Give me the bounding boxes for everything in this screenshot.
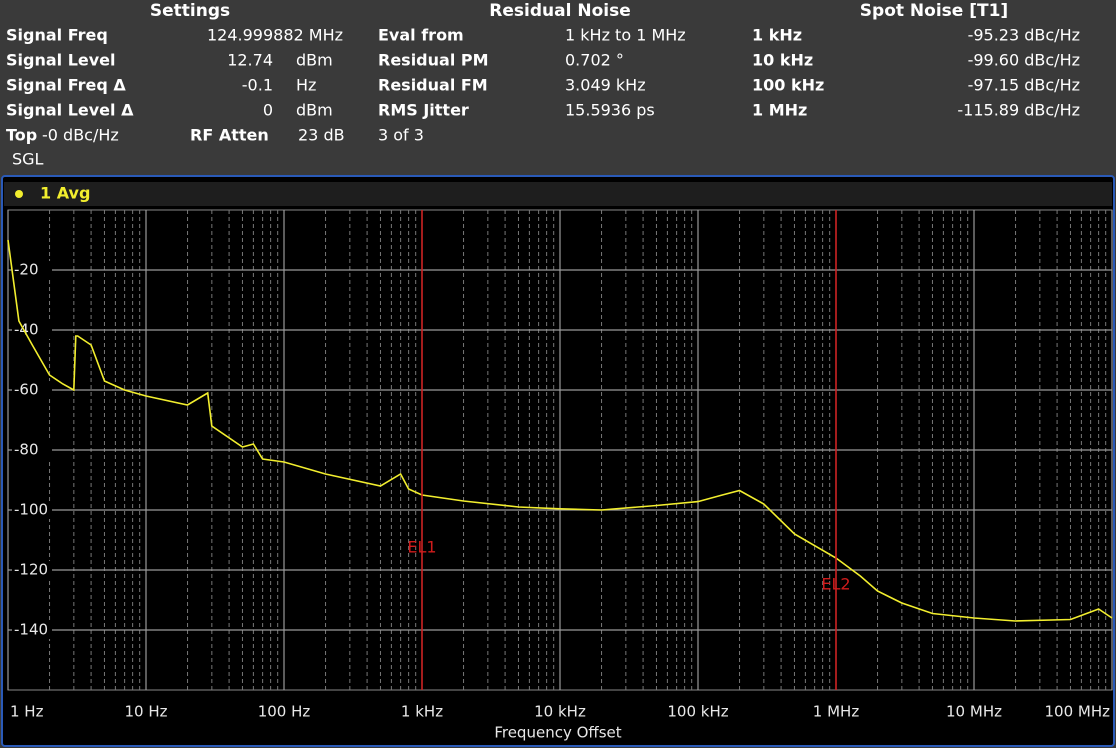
y-tick-label: -100 [14,501,48,519]
marker-label: EL1 [407,538,436,557]
y-tick-bg [12,621,52,639]
residual-value: 3.049 kHz [565,76,646,95]
setting-value: 0 [263,101,273,120]
spot-label: 100 kHz [752,76,824,95]
residual-label: Eval from [378,26,464,45]
y-tick-label: -60 [14,381,39,399]
sweep-mode: SGL [12,150,44,169]
y-tick-bg [12,501,52,519]
x-tick-label: 10 Hz [124,703,167,721]
x-tick-label: 100 MHz [1045,703,1111,721]
spot-value: -95.23 dBc/Hz [968,26,1080,45]
spot-label: 1 kHz [752,26,802,45]
x-tick-label: 1 MHz [813,703,860,721]
trace-label: 1 Avg [40,184,90,203]
y-tick-bg [12,441,52,459]
spot-title: Spot Noise [T1] [860,1,1008,21]
setting-value: 12.74 [227,51,273,70]
spot-value: -99.60 dBc/Hz [968,51,1080,70]
top-label: Top [6,126,37,145]
x-tick-label: 100 kHz [667,703,728,721]
trace-dot [15,190,23,198]
spot-label: 1 MHz [752,101,807,120]
x-tick-label: 1 kHz [401,703,443,721]
setting-label: Signal Freq [6,26,108,45]
header: Signal Freq 124.999882 MHz Signal Level 12.… [6,26,1080,120]
trace-bar [4,182,1112,206]
spot-label: 10 kHz [752,51,813,70]
atten-value: 23 dB [298,126,345,145]
setting-unit: dBm [296,51,333,70]
setting-value: -0.1 [242,76,273,95]
y-tick-bg [12,561,52,579]
x-tick-label: 100 Hz [258,703,311,721]
residual-label: Residual PM [378,51,489,70]
setting-label: Signal Freq Δ [6,76,126,95]
settings-title: Settings [150,1,230,21]
plot: 1 Hz 10 Hz 100 Hz 1 kHz 10 kHz 100 kHz 1 MHz 10… [7,210,1113,721]
residual-label: Residual FM [378,76,488,95]
spot-value: -115.89 dBc/Hz [957,101,1080,120]
residual-title: Residual Noise [489,1,630,21]
residual-value: 1 kHz to 1 MHz [565,26,686,45]
y-tick-label: -20 [14,261,39,279]
residual-value: 15.5936 ps [565,101,655,120]
setting-value: 124.999882 MHz [207,26,343,45]
x-axis-title: Frequency Offset [494,724,621,742]
residual-label: RMS Jitter [378,101,469,120]
y-tick-label: -140 [14,621,48,639]
marker-label: EL2 [821,575,850,594]
trace [7,239,1113,622]
setting-unit: Hz [296,76,316,95]
top-value: -0 dBc/Hz [42,126,119,145]
page-indicator: 3 of 3 [378,126,424,145]
x-tick-label: 10 kHz [534,703,586,721]
setting-unit: dBm [296,101,333,120]
residual-value: 0.702 ° [565,51,624,70]
y-tick-bg [12,381,52,399]
spot-value: -97.15 dBc/Hz [968,76,1080,95]
x-tick-label: 10 MHz [946,703,1002,721]
y-tick-label: -80 [14,441,39,459]
y-tick-label: -40 [14,321,39,339]
atten-label: RF Atten [190,126,269,145]
y-tick-bg [12,261,52,279]
y-tick-label: -120 [14,561,48,579]
x-tick-label: 1 Hz [10,703,44,721]
setting-label: Signal Level [6,51,116,70]
setting-label: Signal Level Δ [6,101,134,120]
